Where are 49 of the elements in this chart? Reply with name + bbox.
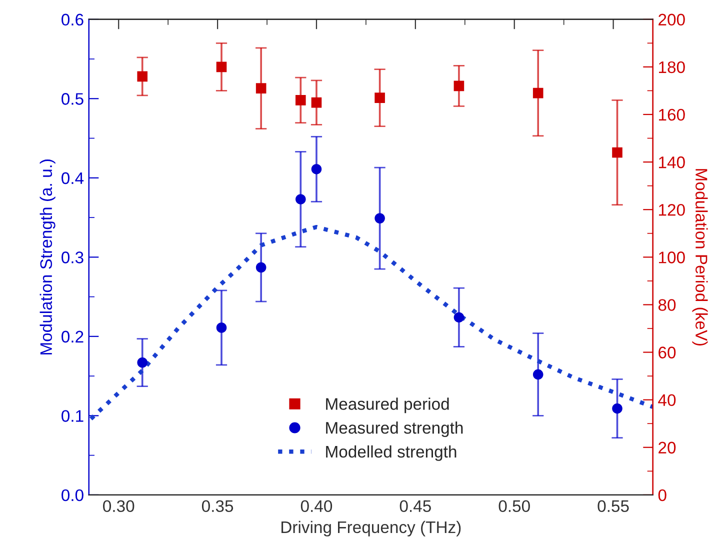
y-tick-label: 0.5 [62, 93, 84, 105]
point [454, 312, 464, 323]
point [374, 213, 385, 224]
legend-label: Measured strength [326, 422, 463, 438]
y2-tick-label: 100 [659, 252, 685, 264]
y2-tick-label: 180 [659, 61, 685, 74]
y2-tick-label: 120 [659, 204, 685, 216]
y2-tick-label: 160 [659, 108, 685, 121]
point [256, 83, 266, 94]
y-axis-title: Modulation Strength (a. u.) [40, 160, 56, 354]
y-tick-label: 0.2 [62, 330, 84, 343]
y-tick-label: 0.4 [62, 172, 84, 184]
y-tick-label: 0.1 [62, 410, 84, 422]
y2-axis-title: Modulation Period (keV) [692, 169, 708, 346]
y2-tick-label: 200 [658, 14, 685, 26]
x-tick-label: 0.40 [300, 500, 332, 512]
legend-label: Modelled strength [326, 445, 456, 461]
point [311, 164, 322, 174]
y2-tick-label: 60 [658, 346, 676, 358]
legend-label: Measured period [326, 398, 449, 414]
point [532, 88, 544, 98]
point [311, 97, 322, 108]
y2-tick-label: 20 [658, 442, 676, 454]
line-series [88, 224, 653, 421]
x-axis-title: Driving Frequency (THz) [282, 520, 461, 536]
point [137, 357, 148, 368]
y-tick-label: 0.0 [62, 489, 84, 502]
x-tick-label: 0.55 [598, 500, 629, 512]
y2-tick-label: 140 [659, 156, 685, 168]
x-tick-label: 0.45 [400, 500, 431, 512]
y-tick-label: 0.6 [62, 14, 84, 26]
y2-tick-label: 40 [658, 394, 676, 406]
point [374, 92, 385, 103]
point [256, 262, 266, 273]
point [532, 369, 544, 380]
point [216, 322, 227, 333]
point [454, 80, 464, 92]
y2-tick-label: 0 [658, 489, 666, 502]
point [612, 147, 622, 158]
y-tick-label: 0.3 [62, 252, 84, 264]
point [216, 62, 227, 72]
x-tick-label: 0.50 [498, 500, 530, 512]
x-tick-label: 0.35 [202, 500, 234, 512]
point [296, 194, 306, 204]
point [137, 71, 148, 82]
y2-tick-label: 80 [658, 299, 676, 311]
point [296, 95, 306, 106]
x-tick-label: 0.30 [103, 500, 134, 512]
point [612, 403, 622, 414]
